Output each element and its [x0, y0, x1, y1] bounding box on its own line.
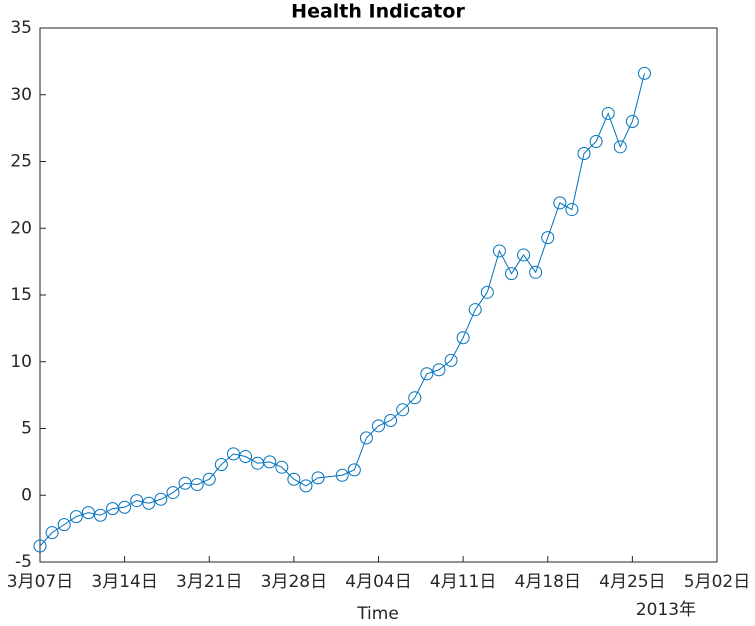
- data-marker: [553, 196, 567, 210]
- data-marker: [420, 367, 434, 381]
- data-marker: [239, 450, 253, 464]
- x-tick-label: 4月25日: [599, 572, 665, 592]
- data-marker: [384, 413, 398, 427]
- data-marker: [396, 403, 410, 417]
- data-marker: [565, 203, 579, 217]
- data-marker: [589, 134, 603, 148]
- x-axis-label: Time: [356, 604, 399, 624]
- data-marker: [166, 486, 180, 500]
- x-tick-label: 4月11日: [430, 572, 496, 592]
- data-marker: [190, 478, 204, 492]
- x-tick-label: 3月07日: [7, 572, 73, 592]
- data-marker: [432, 363, 446, 377]
- y-tick-label: -5: [15, 552, 32, 572]
- x-tick-label: 4月04日: [345, 572, 411, 592]
- data-marker: [492, 244, 506, 258]
- data-marker: [529, 265, 543, 279]
- data-marker: [214, 458, 228, 472]
- x-tick-label: 3月28日: [261, 572, 327, 592]
- data-marker: [154, 492, 168, 506]
- x-secondary-label: 2013年: [636, 600, 696, 620]
- data-marker: [504, 267, 518, 281]
- data-marker: [142, 496, 156, 510]
- data-marker: [359, 431, 373, 445]
- plot-frame: [39, 27, 718, 563]
- data-marker: [601, 106, 615, 120]
- data-marker: [33, 539, 47, 553]
- data-marker: [69, 510, 83, 524]
- y-tick-label: 5: [21, 419, 32, 439]
- x-tick-label: 3月14日: [91, 572, 157, 592]
- data-marker: [456, 331, 470, 345]
- data-marker: [577, 146, 591, 160]
- data-marker: [613, 140, 627, 154]
- data-marker: [408, 391, 422, 405]
- data-marker: [287, 472, 301, 486]
- data-marker: [311, 471, 325, 485]
- data-marker: [625, 114, 639, 128]
- y-tick-label: 0: [21, 485, 32, 505]
- data-marker: [130, 494, 144, 508]
- data-marker: [372, 419, 385, 433]
- data-marker: [118, 500, 132, 514]
- y-tick-label: 10: [10, 352, 32, 372]
- data-marker: [480, 285, 494, 299]
- chart-title: Health Indicator: [291, 1, 465, 23]
- y-tick-label: 35: [10, 18, 32, 38]
- data-marker: [541, 231, 555, 245]
- y-tick-label: 30: [10, 85, 32, 105]
- data-marker: [347, 463, 361, 477]
- y-tick-label: 20: [10, 218, 32, 238]
- data-marker: [275, 460, 289, 474]
- data-marker: [517, 248, 531, 262]
- x-tick-label: 3月21日: [176, 572, 242, 592]
- data-marker: [444, 353, 458, 367]
- data-marker: [202, 472, 216, 486]
- data-marker: [263, 455, 277, 469]
- y-tick-label: 15: [10, 285, 32, 305]
- data-marker: [93, 508, 107, 522]
- data-marker: [226, 447, 240, 461]
- data-marker: [637, 66, 651, 80]
- data-marker: [335, 468, 349, 482]
- x-tick-label: 5月02日: [684, 572, 750, 592]
- data-marker: [45, 526, 59, 540]
- y-tick-label: 25: [10, 152, 32, 172]
- data-marker: [468, 303, 482, 317]
- data-marker: [299, 479, 313, 493]
- data-marker: [57, 518, 71, 532]
- data-marker: [81, 506, 95, 520]
- x-tick-label: 4月18日: [515, 572, 581, 592]
